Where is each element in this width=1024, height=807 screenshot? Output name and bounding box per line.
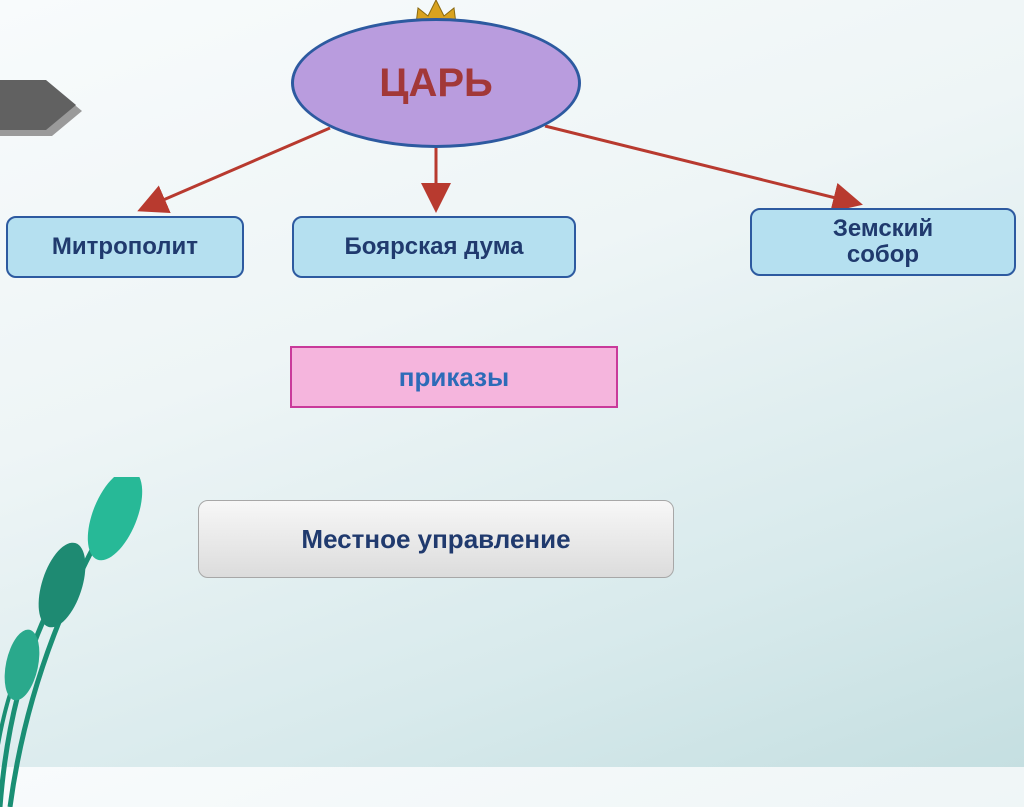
- diagram-canvas: ЦАРЬ Митрополит Боярская дума Земский со…: [0, 0, 1024, 767]
- node-zemsky-sobor: Земский собор: [750, 208, 1016, 276]
- node-boyar-duma-label: Боярская дума: [345, 234, 524, 260]
- node-metropolitan-label: Митрополит: [52, 234, 198, 260]
- node-local-gov: Местное управление: [198, 500, 674, 578]
- node-prikazy-label: приказы: [399, 362, 510, 393]
- node-zemsky-sobor-label: Земский собор: [833, 216, 933, 269]
- node-metropolitan: Митрополит: [6, 216, 244, 278]
- node-local-gov-label: Местное управление: [301, 524, 570, 555]
- node-boyar-duma: Боярская дума: [292, 216, 576, 278]
- node-prikazy: приказы: [290, 346, 618, 408]
- pointer-decoration-icon: [0, 70, 98, 140]
- node-tsar-label: ЦАРЬ: [379, 61, 493, 106]
- node-tsar: ЦАРЬ: [291, 18, 581, 148]
- leaf-decoration-icon: [0, 477, 220, 807]
